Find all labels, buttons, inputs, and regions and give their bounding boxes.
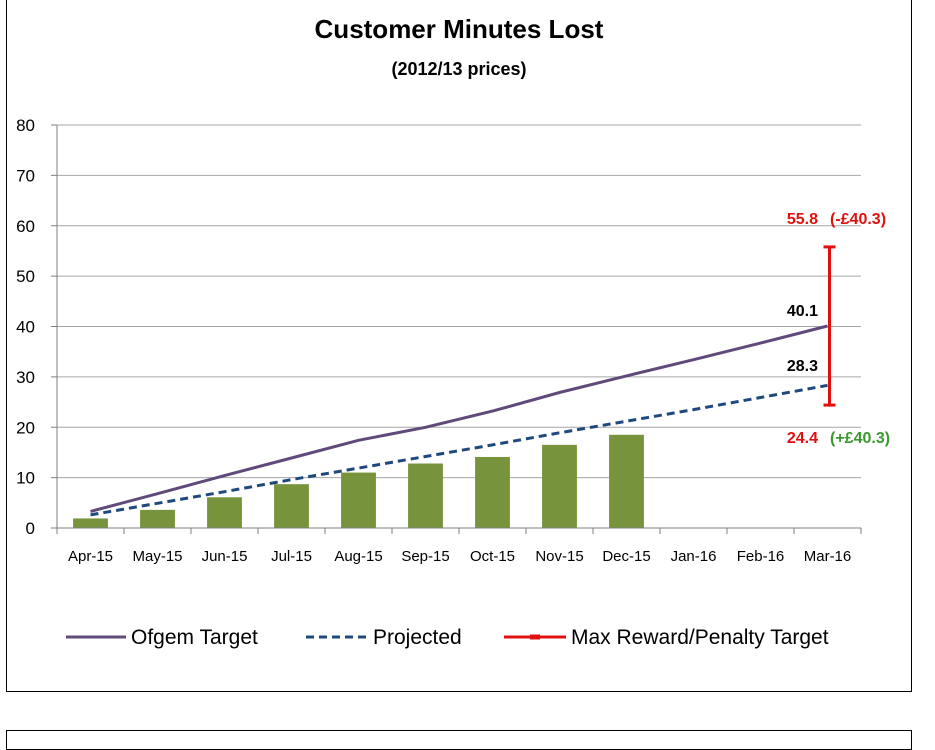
y-tick-label: 20 — [16, 418, 35, 437]
bar-series — [73, 434, 644, 528]
projected-end-label: 28.3 — [787, 358, 818, 375]
ofgem-target-line — [90, 324, 828, 513]
bar — [408, 463, 443, 528]
legend-range-label: Max Reward/Penalty Target — [571, 626, 829, 649]
legend-projected-label: Projected — [373, 626, 462, 649]
range-series — [823, 245, 836, 407]
target-end-label: 40.1 — [787, 303, 818, 320]
bar — [73, 518, 108, 528]
high-value-label: 55.8 — [787, 211, 818, 228]
chart-subtitle: (2012/13 prices) — [391, 59, 526, 79]
annotations: 40.1 28.3 55.8 (-£40.3) 24.4 (+£40.3) — [787, 211, 890, 447]
x-tick-label: Nov-15 — [535, 548, 583, 565]
x-tick-label: Aug-15 — [334, 548, 382, 565]
legend: Ofgem Target Projected Max Reward/Penalt… — [66, 626, 829, 649]
y-axis-ticks: 0 10 20 30 40 50 60 70 80 — [16, 116, 57, 538]
x-tick-label: Oct-15 — [470, 548, 515, 565]
bar — [341, 472, 376, 528]
high-money-label: (-£40.3) — [830, 211, 886, 228]
y-tick-label: 10 — [16, 469, 35, 488]
x-tick-label: Feb-16 — [737, 548, 785, 565]
y-tick-label: 0 — [26, 519, 35, 538]
y-tick-label: 50 — [16, 267, 35, 286]
chart-title: Customer Minutes Lost — [315, 14, 604, 44]
x-axis-ticks: Apr-15 May-15 Jun-15 Jul-15 Aug-15 Sep-15 Oct-… — [56, 528, 862, 565]
bar — [274, 484, 309, 528]
bar — [609, 434, 644, 528]
x-tick-label: Jun-15 — [202, 548, 248, 565]
bar — [542, 444, 577, 528]
line-series — [90, 324, 828, 517]
y-tick-label: 60 — [16, 217, 35, 236]
bar — [140, 509, 175, 528]
x-tick-label: Dec-15 — [602, 548, 650, 565]
y-tick-label: 70 — [16, 166, 35, 185]
chart-frame — [6, 0, 912, 692]
y-tick-label: 30 — [16, 368, 35, 387]
x-tick-label: May-15 — [132, 548, 182, 565]
x-tick-label: Jan-16 — [671, 548, 717, 565]
y-tick-label: 40 — [16, 318, 35, 337]
bar — [475, 456, 510, 528]
grid-lines — [57, 124, 861, 479]
low-value-label: 24.4 — [787, 430, 818, 447]
x-tick-label: Sep-15 — [401, 548, 449, 565]
x-tick-label: Jul-15 — [271, 548, 312, 565]
legend-target-label: Ofgem Target — [131, 626, 258, 649]
low-money-label: (+£40.3) — [830, 430, 890, 447]
y-tick-label: 80 — [16, 116, 35, 135]
x-tick-label: Mar-16 — [804, 548, 852, 565]
bar — [207, 497, 242, 528]
projected-line — [90, 383, 828, 517]
x-tick-label: Apr-15 — [68, 548, 113, 565]
